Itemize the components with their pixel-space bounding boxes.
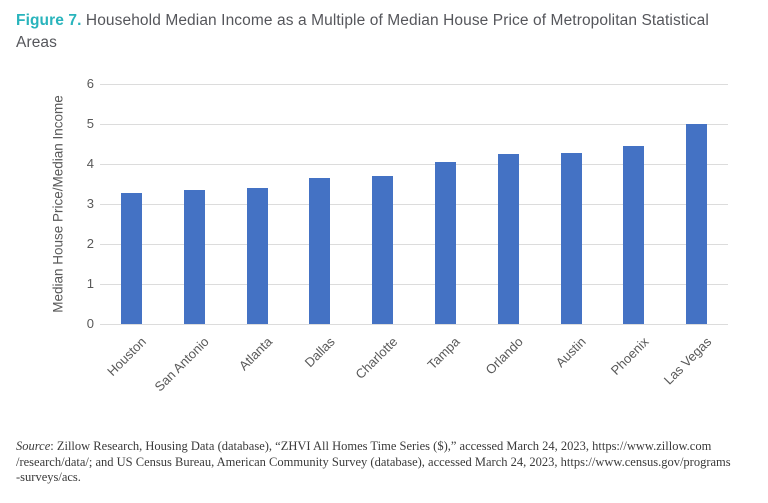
y-tick-label-1: 1 <box>86 276 94 291</box>
bar-orlando <box>497 154 519 324</box>
y-tick-label-3: 3 <box>86 196 94 211</box>
figure-label: Figure 7. <box>16 12 82 29</box>
source-note: Source: Zillow Research, Housing Data (d… <box>16 439 761 486</box>
x-tick-label-houston: Houston <box>104 334 150 379</box>
source-line-3: -surveys/acs. <box>16 470 81 484</box>
bar-atlanta <box>246 188 268 324</box>
y-tick-label-5: 5 <box>86 116 94 131</box>
gridline-2 <box>100 244 728 245</box>
gridline-3 <box>100 204 728 205</box>
y-tick-label-6: 6 <box>86 76 94 91</box>
bar-charlotte <box>372 176 394 324</box>
y-tick-label-4: 4 <box>86 156 94 171</box>
gridline-0 <box>100 324 728 325</box>
y-tick-label-2: 2 <box>86 236 94 251</box>
bar-san-antonio <box>183 189 205 324</box>
figure-title-text: Household Median Income as a Multiple of… <box>16 12 709 51</box>
x-tick-label-phoenix: Phoenix <box>607 334 652 378</box>
figure-title: Figure 7. Household Median Income as a M… <box>16 10 716 54</box>
x-tick-label-atlanta: Atlanta <box>235 334 275 374</box>
bar-phoenix <box>623 145 645 324</box>
x-tick-label-austin: Austin <box>552 334 589 371</box>
x-tick-label-orlando: Orlando <box>482 334 526 378</box>
x-tick-label-tampa: Tampa <box>424 334 464 373</box>
source-line-2: /research/data/; and US Census Bureau, A… <box>16 454 731 469</box>
x-tick-label-dallas: Dallas <box>301 334 338 371</box>
gridline-6 <box>100 84 728 85</box>
bar-austin <box>560 153 582 324</box>
bar-tampa <box>434 162 456 324</box>
x-tick-label-las-vegas: Las Vegas <box>660 334 715 388</box>
gridline-1 <box>100 284 728 285</box>
bar-las-vegas <box>686 124 708 324</box>
x-tick-label-charlotte: Charlotte <box>352 334 401 382</box>
x-tick-label-san-antonio: San Antonio <box>151 334 212 395</box>
y-tick-label-0: 0 <box>86 316 94 331</box>
source-label: Source <box>16 439 51 453</box>
bar-houston <box>120 193 142 324</box>
bar-dallas <box>309 177 331 324</box>
gridline-5 <box>100 124 728 125</box>
source-line-1: : Zillow Research, Housing Data (databas… <box>50 439 712 453</box>
gridline-4 <box>100 164 728 165</box>
